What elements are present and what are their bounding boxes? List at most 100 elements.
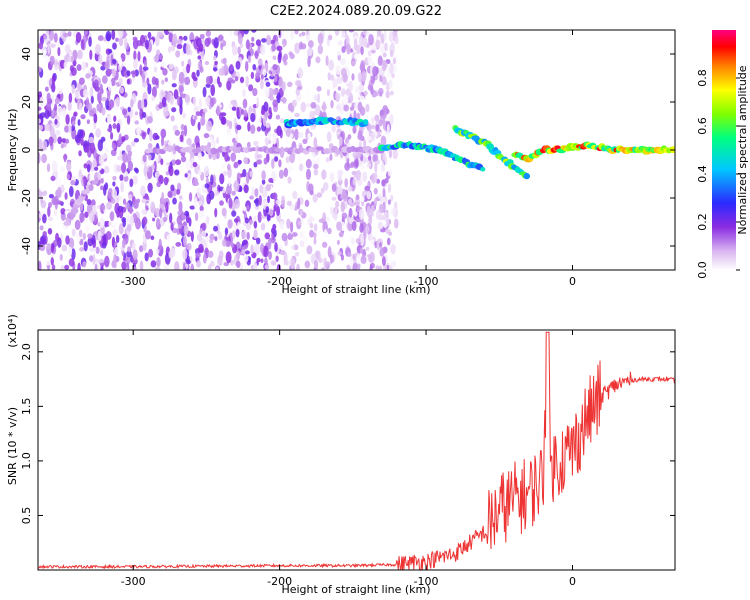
heatmap-cell [265, 137, 269, 146]
heatmap-cell [275, 114, 281, 120]
heatmap-cell [378, 87, 384, 96]
heatmap-cell [341, 188, 347, 200]
heatmap-cell [154, 266, 161, 270]
heatmap-cell [171, 107, 177, 113]
heatmap-cell [110, 132, 114, 140]
heatmap-cell [229, 30, 233, 37]
heatmap-cell [382, 52, 387, 58]
heatmap-cell [276, 125, 282, 137]
heatmap-cell [362, 171, 368, 182]
bottom-panel: -300 -200 -100 0 0.5 1.0 1.5 2.0 Height of str… [6, 314, 676, 596]
heatmap-cell [341, 46, 346, 53]
heatmap-cell [67, 100, 72, 112]
heatmap-cell [207, 250, 214, 258]
heatmap-cell [247, 55, 252, 64]
heatmap-cell [182, 112, 186, 119]
heatmap-cell [325, 55, 329, 67]
heatmap-cell [125, 255, 131, 265]
heatmap-cell [183, 35, 188, 41]
heatmap-noise [38, 30, 399, 270]
heatmap-cell [94, 263, 98, 270]
heatmap-cell [250, 71, 255, 80]
heatmap-cell [62, 107, 67, 118]
heatmap-cell [267, 195, 271, 204]
heatmap-cell [39, 112, 46, 119]
heatmap-cell [180, 124, 185, 131]
heatmap-cell [312, 193, 318, 203]
heatmap-cell [55, 176, 61, 189]
heatmap-cell [152, 217, 156, 222]
heatmap-cell [251, 186, 255, 199]
heatmap-cell [380, 33, 385, 45]
heatmap-cell [204, 37, 211, 48]
heatmap-cell [293, 236, 297, 245]
heatmap-cell [392, 30, 399, 33]
heatmap-cell [44, 109, 50, 120]
heatmap-cell [287, 165, 293, 173]
heatmap-cell [97, 171, 102, 181]
heatmap-cell [309, 222, 314, 229]
top-y-tick-label: -40 [20, 237, 33, 255]
heatmap-cell [213, 225, 218, 232]
heatmap-cell [257, 58, 263, 66]
heatmap-cell [169, 212, 173, 224]
heatmap-cell [89, 86, 94, 99]
heatmap-cell [48, 30, 55, 41]
heatmap-cell [78, 150, 82, 157]
heatmap-cell [340, 58, 346, 66]
heatmap-cell [120, 136, 126, 143]
heatmap-cell [101, 107, 106, 116]
heatmap-cell [105, 30, 112, 42]
heatmap-cell [365, 246, 370, 251]
heatmap-cell [278, 169, 284, 179]
heatmap-cell [178, 201, 183, 213]
heatmap-cell [392, 148, 398, 160]
heatmap-cell [289, 133, 294, 139]
heatmap-cell [226, 80, 232, 91]
heatmap-cell [71, 248, 76, 261]
heatmap-cell [112, 123, 117, 129]
heatmap-cell [388, 34, 393, 42]
heatmap-cell [81, 61, 87, 71]
heatmap-cell [142, 154, 147, 163]
heatmap-cell [39, 225, 44, 231]
top-y-axis-label: Frequency (Hz) [6, 109, 19, 192]
heatmap-cell [326, 89, 330, 97]
heatmap-cell [73, 111, 78, 117]
heatmap-cell [272, 192, 278, 200]
heatmap-cell [316, 93, 320, 104]
heatmap-cell [340, 67, 347, 78]
heatmap-cell [380, 114, 386, 124]
heatmap-cell [176, 38, 183, 45]
heatmap-cell [114, 246, 120, 257]
heatmap-cell [259, 79, 264, 90]
heatmap-cell [382, 187, 386, 198]
heatmap-cell [101, 96, 107, 102]
heatmap-cell [186, 63, 191, 74]
heatmap-cell [176, 215, 183, 225]
heatmap-cell [290, 257, 296, 270]
heatmap-cell [146, 77, 150, 86]
heatmap-cell [393, 218, 399, 229]
heatmap-cell [172, 197, 177, 205]
heatmap-cell [48, 216, 54, 222]
heatmap-cell [214, 207, 218, 218]
heatmap-cell [139, 64, 143, 76]
heatmap-cell [263, 157, 268, 165]
heatmap-cell [233, 161, 239, 169]
heatmap-cell [80, 137, 84, 146]
heatmap-cell [352, 177, 357, 186]
heatmap-cell [256, 126, 262, 132]
heatmap-cell [225, 251, 232, 264]
heatmap-cell [98, 165, 102, 171]
heatmap-cell [221, 238, 227, 247]
heatmap-cell [222, 170, 228, 176]
heatmap-cell [317, 32, 324, 45]
heatmap-cell [306, 103, 311, 108]
heatmap-cell [260, 73, 264, 80]
heatmap-cell [359, 196, 365, 202]
heatmap-cell [322, 241, 328, 248]
heatmap-cell [163, 164, 169, 173]
bottom-y-multiplier: (x10⁴) [6, 314, 19, 348]
heatmap-cell [163, 176, 169, 186]
